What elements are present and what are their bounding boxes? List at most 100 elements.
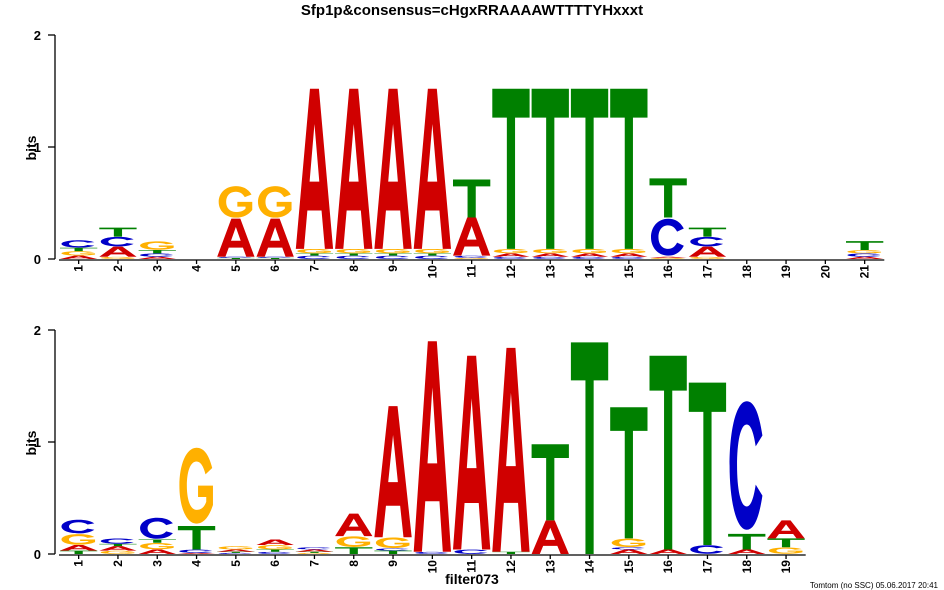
glyph-T-bottom-pos13 xyxy=(531,444,569,521)
glyph-T-bottom-pos9 xyxy=(374,550,412,554)
position-label-bottom-5: 5 xyxy=(229,560,243,567)
position-label-top-20: 20 xyxy=(818,265,832,279)
footer-credit: Tomtom (no SSC) 05.06.2017 20:41 xyxy=(810,581,939,590)
position-label-bottom-8: 8 xyxy=(347,560,361,567)
glyph-C-top-pos6 xyxy=(257,256,291,258)
glyph-G-top-pos13 xyxy=(533,249,567,254)
position-label-bottom-2: 2 xyxy=(111,560,125,567)
glyph-A-bottom-pos10 xyxy=(413,341,451,552)
glyph-G-bottom-pos1 xyxy=(61,534,96,545)
glyph-T-top-pos7 xyxy=(295,253,334,256)
x-axis-label-bottom: filter073 xyxy=(445,571,499,587)
glyph-T-bottom-pos14 xyxy=(570,342,609,554)
position-label-top-4: 4 xyxy=(190,265,204,272)
position-label-bottom-10: 10 xyxy=(425,560,439,574)
position-label-bottom-4: 4 xyxy=(190,560,204,567)
y-axis-label-top: bits xyxy=(23,135,39,160)
glyph-C-top-pos12 xyxy=(493,256,527,259)
glyph-T-top-pos16 xyxy=(649,178,687,218)
glyph-T-top-pos11 xyxy=(453,179,491,218)
glyph-C-top-pos5 xyxy=(218,256,252,258)
glyph-G-bottom-pos9 xyxy=(375,537,410,549)
glyph-G-top-pos2 xyxy=(100,256,135,259)
glyph-C-bottom-pos3 xyxy=(140,517,173,539)
glyph-C-bottom-pos18 xyxy=(729,401,763,530)
glyph-C-top-pos9 xyxy=(375,255,409,259)
position-label-top-7: 7 xyxy=(307,265,321,272)
glyph-T-bottom-pos3 xyxy=(138,539,176,543)
glyph-G-bottom-pos3 xyxy=(140,543,174,550)
position-label-top-5: 5 xyxy=(229,265,243,272)
glyph-A-bottom-pos13 xyxy=(531,520,569,554)
glyph-C-top-pos10 xyxy=(415,255,449,259)
glyph-T-top-pos10 xyxy=(413,253,451,256)
glyph-G-top-pos16 xyxy=(650,257,685,259)
glyph-C-bottom-pos5 xyxy=(218,552,252,554)
glyph-C-top-pos11 xyxy=(454,255,488,258)
glyph-G-bottom-pos4 xyxy=(179,447,213,524)
glyph-C-bottom-pos10 xyxy=(415,551,449,554)
glyph-T-top-pos6 xyxy=(256,257,294,259)
glyph-A-bottom-pos5 xyxy=(217,549,255,552)
glyph-G-top-pos21 xyxy=(847,250,882,254)
glyph-T-top-pos14 xyxy=(570,88,609,249)
glyph-T-bottom-pos15 xyxy=(610,407,648,539)
glyph-C-top-pos14 xyxy=(572,256,606,259)
glyph-A-bottom-pos19 xyxy=(767,520,805,539)
glyph-T-bottom-pos7 xyxy=(295,551,334,553)
position-label-top-10: 10 xyxy=(425,265,439,279)
glyph-C-top-pos13 xyxy=(533,256,566,259)
glyph-A-bottom-pos1 xyxy=(60,545,98,551)
glyph-T-top-pos17 xyxy=(688,227,727,237)
glyph-A-bottom-pos9 xyxy=(374,406,412,538)
glyph-C-bottom-pos6 xyxy=(257,551,291,554)
glyph-A-top-pos5 xyxy=(217,218,255,257)
glyph-A-top-pos7 xyxy=(295,88,334,249)
glyph-A-bottom-pos3 xyxy=(138,549,176,554)
glyph-T-top-pos13 xyxy=(531,88,569,249)
glyph-A-bottom-pos7 xyxy=(295,549,334,552)
glyph-A-top-pos13 xyxy=(531,253,569,257)
glyph-A-top-pos10 xyxy=(413,88,451,249)
glyph-G-bottom-pos2 xyxy=(100,550,135,554)
y-tick-label-bottom-1: 1 xyxy=(34,435,41,450)
position-label-bottom-19: 19 xyxy=(779,560,793,574)
glyph-A-bottom-pos18 xyxy=(728,549,766,554)
position-label-top-14: 14 xyxy=(583,265,597,279)
position-label-top-17: 17 xyxy=(700,265,714,279)
position-label-top-15: 15 xyxy=(622,265,636,279)
glyph-T-bottom-pos18 xyxy=(728,533,766,550)
position-label-bottom-15: 15 xyxy=(622,560,636,574)
y-tick-label-bottom-0: 0 xyxy=(34,547,41,562)
glyph-A-top-pos11 xyxy=(453,217,491,256)
glyph-G-bottom-pos5 xyxy=(218,546,253,550)
glyph-C-top-pos3 xyxy=(140,253,173,257)
glyph-A-top-pos8 xyxy=(335,88,373,249)
glyph-C-bottom-pos11 xyxy=(454,549,488,554)
position-label-top-12: 12 xyxy=(504,265,518,279)
chart-title: Sfp1p&consensus=cHgxRRAAAAWTTTTYHxxxt xyxy=(301,2,643,19)
glyph-C-bottom-pos7 xyxy=(297,547,331,550)
position-label-top-16: 16 xyxy=(661,265,675,279)
glyph-A-top-pos14 xyxy=(570,253,609,257)
glyph-A-bottom-pos15 xyxy=(610,549,648,554)
glyph-G-top-pos11 xyxy=(454,257,489,259)
glyph-T-top-pos2 xyxy=(99,227,137,237)
glyph-C-bottom-pos17 xyxy=(690,545,724,554)
glyph-T-top-pos1 xyxy=(60,247,98,252)
glyph-C-bottom-pos4 xyxy=(179,549,213,553)
glyph-A-top-pos16 xyxy=(649,256,687,258)
position-label-top-21: 21 xyxy=(858,265,872,279)
glyph-G-bottom-pos15 xyxy=(611,538,646,548)
position-label-top-8: 8 xyxy=(347,265,361,272)
position-label-top-3: 3 xyxy=(150,265,164,272)
glyph-T-top-pos9 xyxy=(374,253,412,256)
position-label-top-6: 6 xyxy=(268,265,282,272)
position-label-bottom-11: 11 xyxy=(465,560,479,573)
glyph-A-bottom-pos11 xyxy=(453,355,491,550)
glyph-T-bottom-pos8 xyxy=(335,547,373,554)
glyph-T-top-pos15 xyxy=(610,88,648,249)
glyph-C-top-pos16 xyxy=(650,218,684,256)
y-tick-label-top-1: 1 xyxy=(34,140,41,155)
glyph-A-bottom-pos6 xyxy=(256,539,294,546)
